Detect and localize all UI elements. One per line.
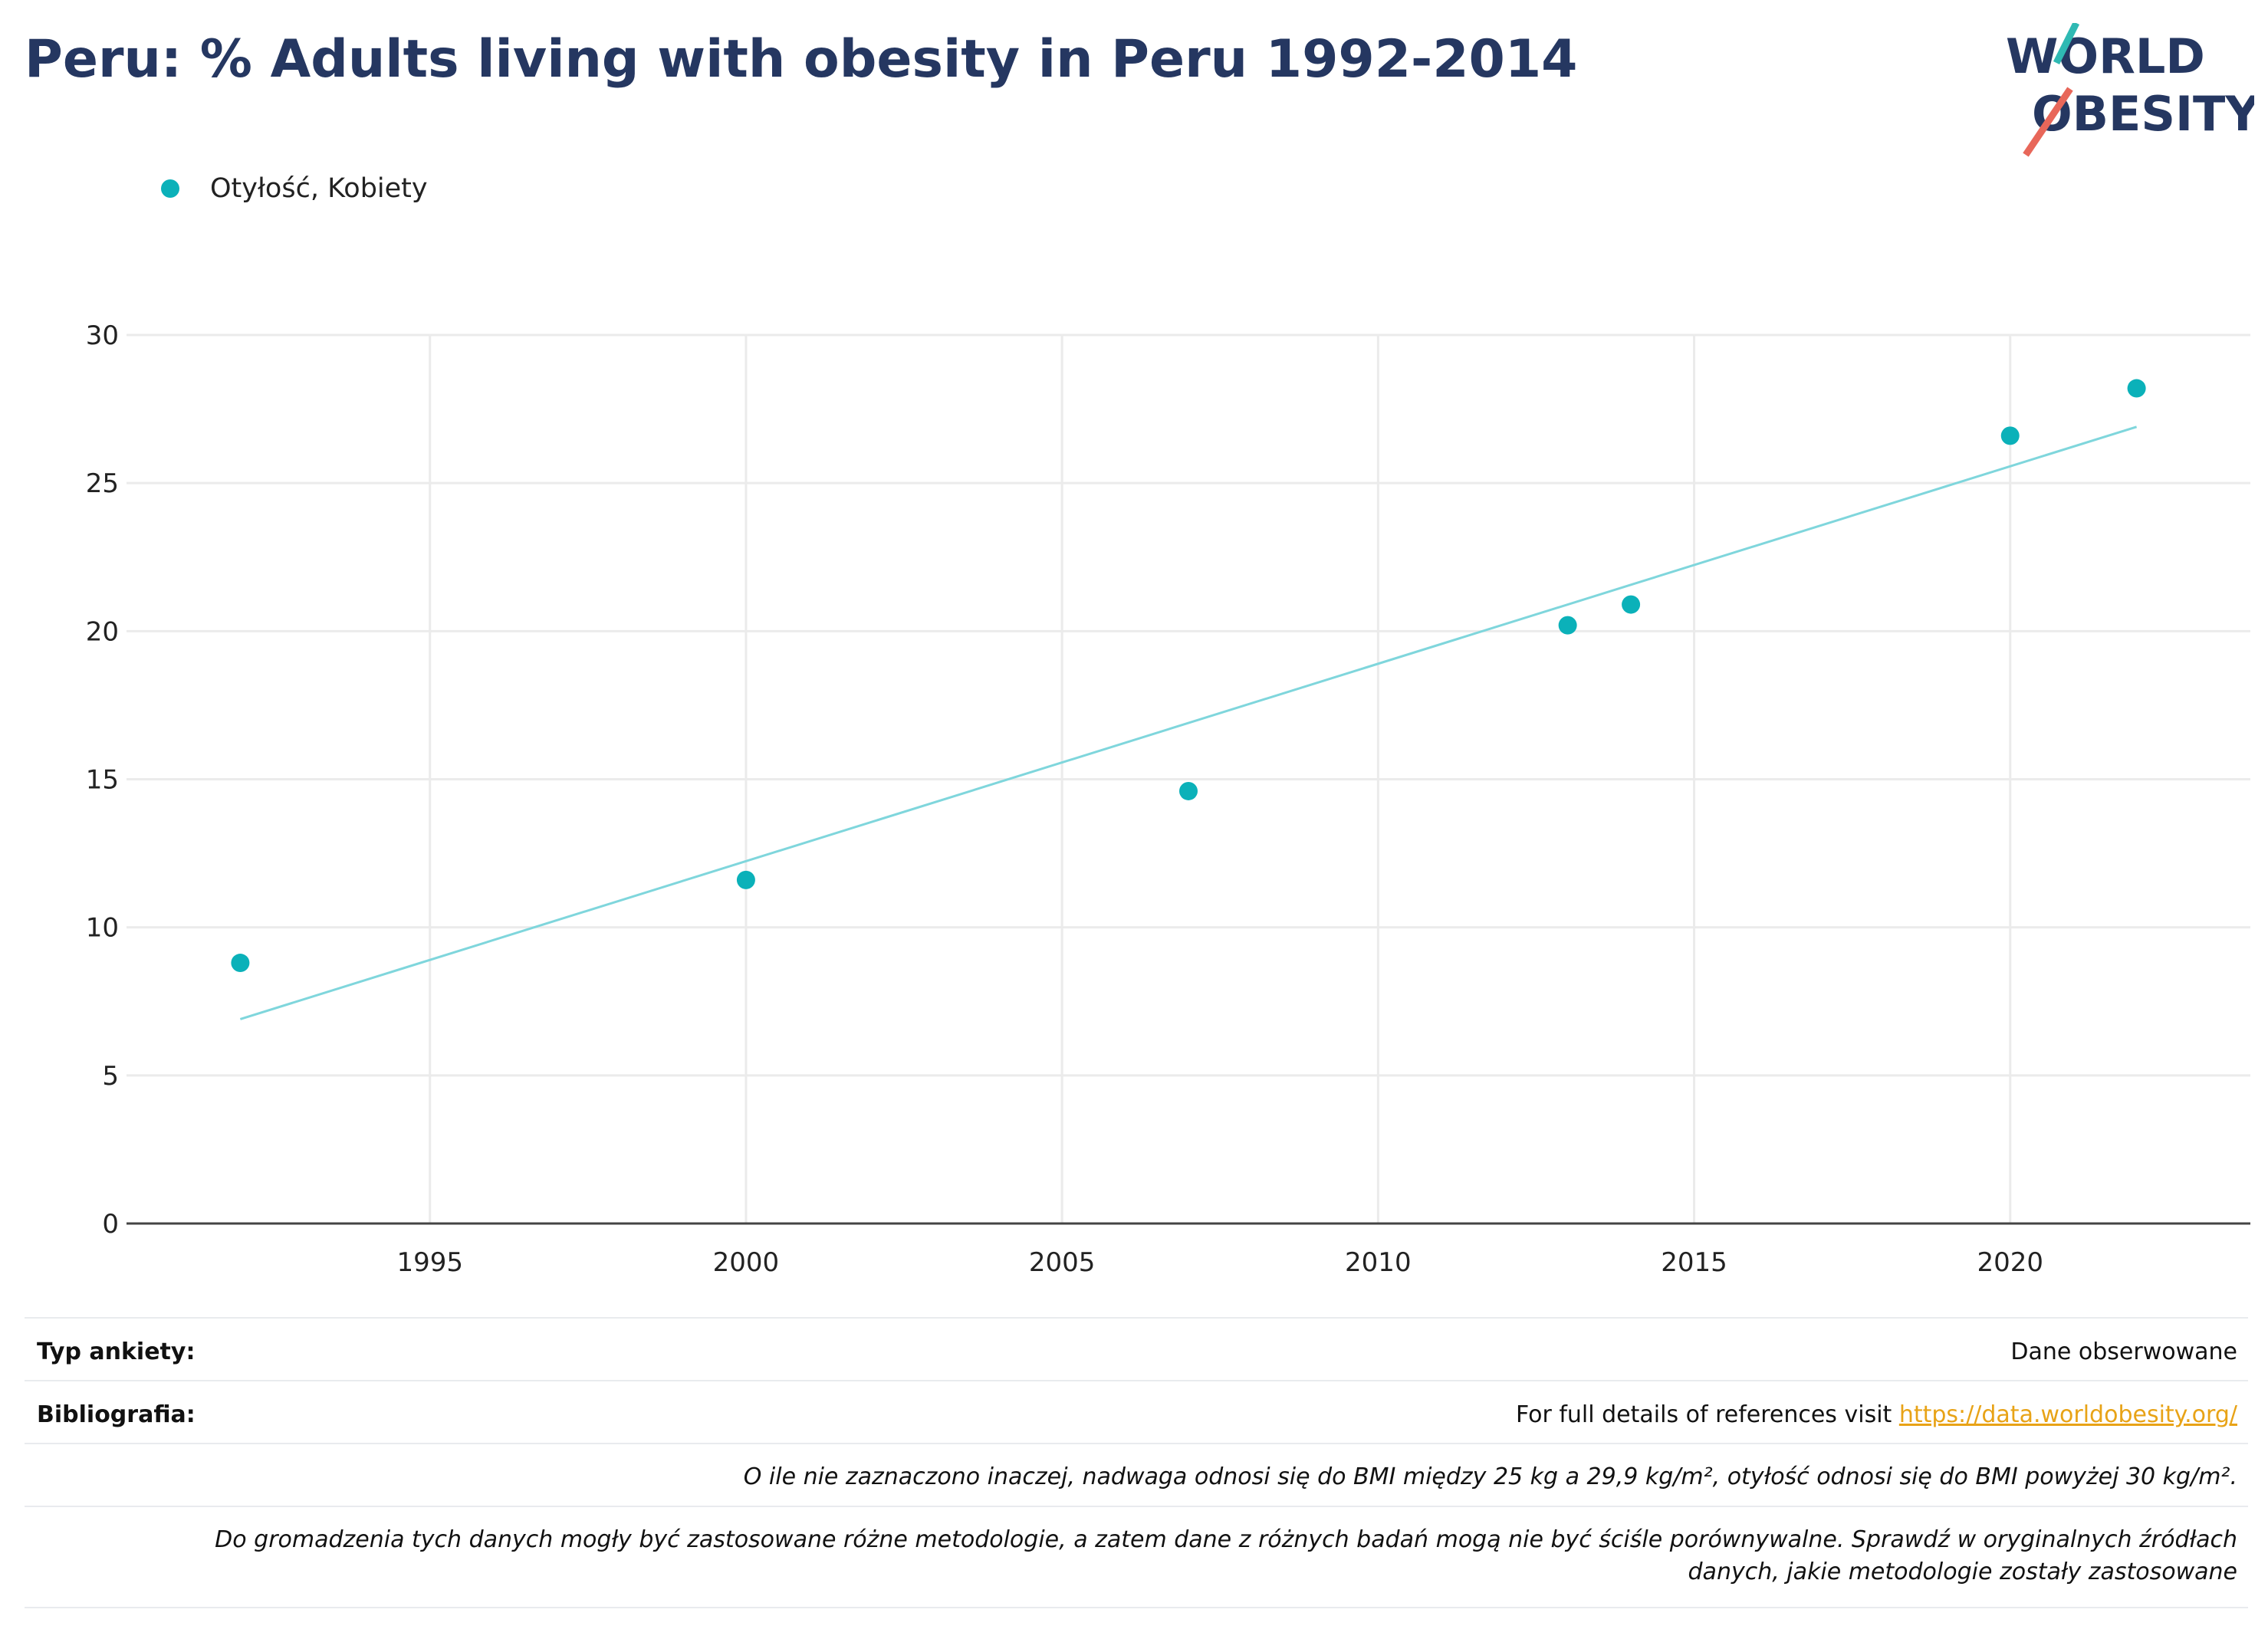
data-point xyxy=(2000,426,2020,445)
x-tick-label: 1995 xyxy=(396,1247,463,1278)
bibliography-value: For full details of references visit htt… xyxy=(1516,1401,2237,1428)
y-tick-label: 15 xyxy=(86,765,119,796)
info-row-methodology xyxy=(25,1506,2248,1608)
logo-line-world: WORLD xyxy=(2006,28,2205,84)
trend-layer xyxy=(239,425,2138,1020)
x-tick-label: 2000 xyxy=(713,1247,780,1278)
logo-slash-teal xyxy=(2053,23,2080,65)
data-point xyxy=(1558,616,1577,635)
bmi-definition-note: O ile nie zaznaczono inaczej, nadwaga od… xyxy=(743,1463,2237,1490)
legend-marker xyxy=(161,179,179,198)
info-row-bibliography: Bibliografia: For full details of refere… xyxy=(25,1380,2248,1444)
legend: Otyłość, Kobiety xyxy=(161,173,428,204)
page-title: Peru: % Adults living with obesity in Pe… xyxy=(25,29,1578,90)
y-tick-label: 0 xyxy=(102,1209,119,1240)
bibliography-label: Bibliografia: xyxy=(37,1401,196,1428)
axes: 0 5 10 15 20 25 30 1995 2000 2005 2010 2015 2020 xyxy=(86,320,2250,1278)
y-tick-label: 25 xyxy=(86,468,119,499)
data-point xyxy=(231,954,250,973)
survey-type-value: Dane obserwowane xyxy=(2010,1338,2237,1365)
x-tick-label: 2010 xyxy=(1345,1247,1412,1278)
x-tick-label: 2005 xyxy=(1029,1247,1096,1278)
grid-lines xyxy=(127,333,2250,1224)
data-points xyxy=(231,379,2146,973)
methodology-note-line2: danych, jakie metodologie zostały zastos… xyxy=(1688,1559,2237,1585)
bibliography-link[interactable]: https://data.worldobesity.org/ xyxy=(1898,1401,2237,1428)
world-obesity-logo: WORLD OBESITY xyxy=(2006,23,2254,157)
x-tick-label: 2020 xyxy=(1977,1247,2043,1278)
y-tick-label: 5 xyxy=(102,1061,119,1092)
y-tick-label: 20 xyxy=(86,616,119,647)
trend-line xyxy=(239,425,2138,1020)
data-point xyxy=(736,870,755,889)
y-tick-label: 30 xyxy=(86,320,119,351)
info-row-note xyxy=(25,1443,2248,1507)
legend-label: Otyłość, Kobiety xyxy=(210,173,428,204)
chart: 0 5 10 15 20 25 30 1995 2000 2005 2010 2015 2020 xyxy=(86,320,2250,1278)
logo-slash-red xyxy=(2023,87,2073,157)
bibliography-text: For full details of references visit xyxy=(1515,1401,1899,1428)
data-point xyxy=(1622,595,1641,614)
x-tick-label: 2015 xyxy=(1661,1247,1727,1278)
info-row-survey: Typ ankiety: Dane obserwowane xyxy=(25,1317,2248,1381)
survey-type-label: Typ ankiety: xyxy=(37,1338,196,1365)
data-point xyxy=(1179,781,1198,800)
data-point xyxy=(2127,379,2146,398)
methodology-note-line1: Do gromadzenia tych danych mogły być zas… xyxy=(215,1526,2237,1553)
y-tick-label: 10 xyxy=(86,913,119,944)
